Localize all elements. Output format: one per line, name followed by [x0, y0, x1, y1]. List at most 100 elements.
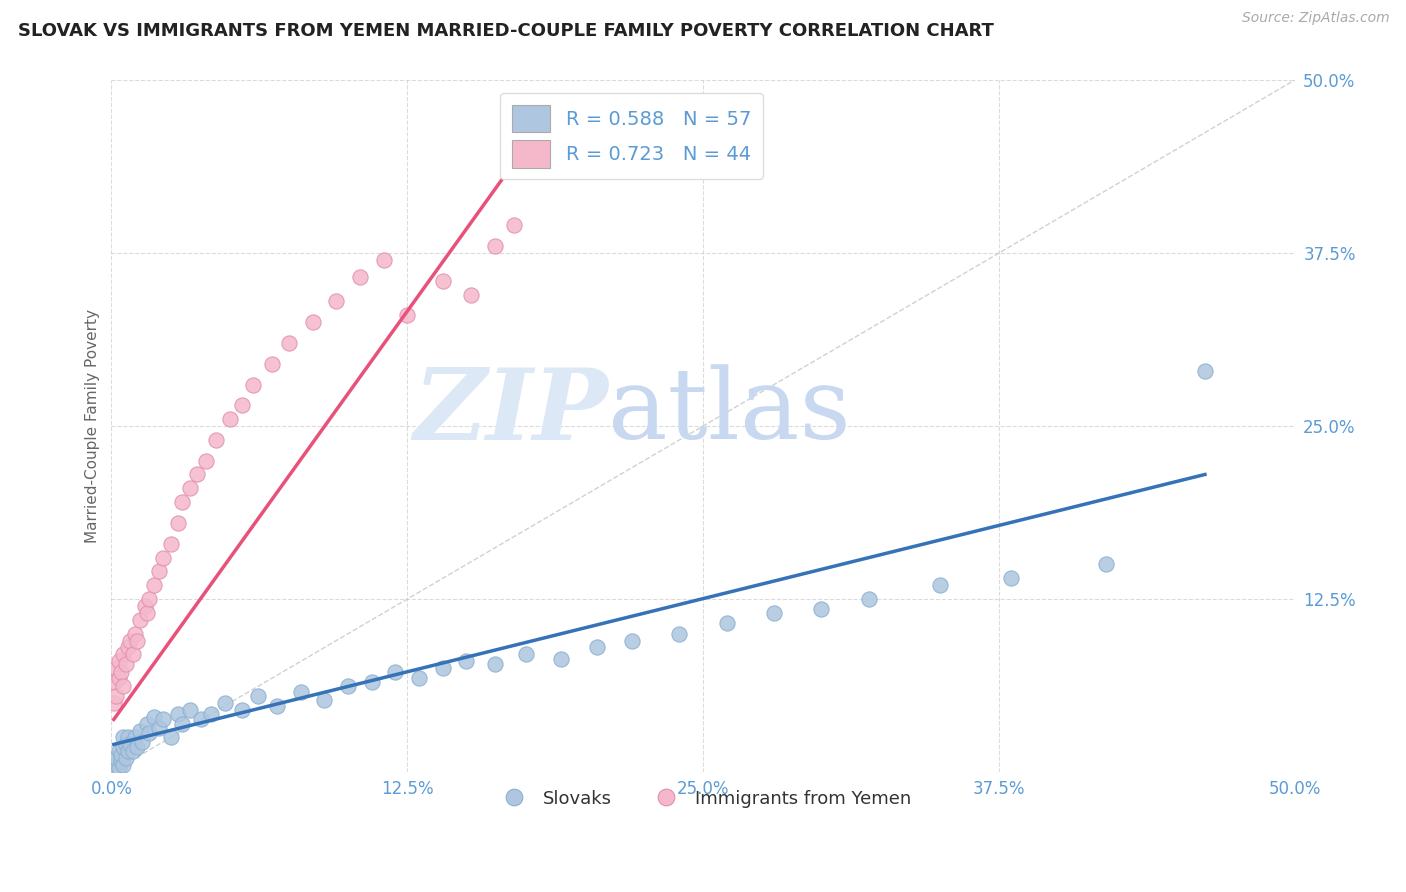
- Y-axis label: Married-Couple Family Poverty: Married-Couple Family Poverty: [86, 309, 100, 543]
- Point: [325, 294, 347, 309]
- Point: [262, 357, 284, 371]
- Point: [121, 744, 143, 758]
- Point: [134, 599, 156, 613]
- Point: [166, 516, 188, 530]
- Point: [159, 537, 181, 551]
- Point: [114, 751, 136, 765]
- Point: [314, 693, 336, 707]
- Point: [460, 287, 482, 301]
- Point: [117, 731, 139, 745]
- Point: [408, 671, 430, 685]
- Point: [1194, 364, 1216, 378]
- Point: [231, 703, 253, 717]
- Point: [117, 640, 139, 655]
- Point: [200, 706, 222, 721]
- Point: [550, 651, 572, 665]
- Text: ZIP: ZIP: [413, 364, 609, 460]
- Point: [135, 716, 157, 731]
- Point: [484, 657, 506, 672]
- Point: [138, 726, 160, 740]
- Point: [278, 336, 301, 351]
- Point: [131, 734, 153, 748]
- Point: [668, 626, 690, 640]
- Point: [360, 675, 382, 690]
- Point: [112, 731, 135, 745]
- Point: [127, 633, 149, 648]
- Point: [432, 661, 454, 675]
- Point: [247, 689, 270, 703]
- Point: [242, 377, 264, 392]
- Point: [384, 665, 406, 680]
- Point: [928, 578, 950, 592]
- Point: [186, 467, 208, 482]
- Point: [301, 315, 323, 329]
- Point: [107, 671, 129, 685]
- Point: [112, 648, 135, 662]
- Point: [148, 565, 170, 579]
- Point: [1000, 571, 1022, 585]
- Point: [103, 758, 125, 772]
- Point: [621, 633, 644, 648]
- Point: [166, 706, 188, 721]
- Point: [179, 703, 201, 717]
- Point: [396, 308, 419, 322]
- Point: [124, 626, 146, 640]
- Point: [107, 744, 129, 758]
- Point: [290, 685, 312, 699]
- Point: [172, 495, 194, 509]
- Point: [112, 758, 135, 772]
- Point: [114, 738, 136, 752]
- Point: [143, 578, 166, 592]
- Point: [112, 679, 135, 693]
- Point: [456, 654, 478, 668]
- Point: [231, 398, 253, 412]
- Point: [107, 654, 129, 668]
- Point: [105, 762, 128, 776]
- Point: [373, 252, 395, 267]
- Point: [117, 744, 139, 758]
- Point: [110, 748, 132, 763]
- Point: [135, 606, 157, 620]
- Point: [502, 219, 524, 233]
- Point: [152, 550, 174, 565]
- Text: SLOVAK VS IMMIGRANTS FROM YEMEN MARRIED-COUPLE FAMILY POVERTY CORRELATION CHART: SLOVAK VS IMMIGRANTS FROM YEMEN MARRIED-…: [18, 22, 994, 40]
- Point: [526, 156, 548, 170]
- Point: [218, 412, 240, 426]
- Point: [858, 592, 880, 607]
- Point: [337, 679, 360, 693]
- Point: [105, 751, 128, 765]
- Point: [138, 592, 160, 607]
- Point: [190, 713, 212, 727]
- Point: [107, 761, 129, 775]
- Point: [120, 738, 142, 752]
- Point: [143, 709, 166, 723]
- Point: [110, 754, 132, 768]
- Point: [103, 675, 125, 690]
- Point: [585, 640, 607, 655]
- Point: [716, 615, 738, 630]
- Point: [120, 633, 142, 648]
- Point: [1094, 558, 1116, 572]
- Point: [266, 698, 288, 713]
- Text: atlas: atlas: [609, 364, 851, 460]
- Point: [204, 433, 226, 447]
- Point: [103, 696, 125, 710]
- Point: [810, 601, 832, 615]
- Legend: Slovaks, Immigrants from Yemen: Slovaks, Immigrants from Yemen: [488, 782, 918, 815]
- Point: [105, 661, 128, 675]
- Point: [179, 481, 201, 495]
- Point: [127, 740, 149, 755]
- Point: [128, 613, 150, 627]
- Point: [484, 239, 506, 253]
- Point: [124, 731, 146, 745]
- Point: [112, 740, 135, 755]
- Point: [349, 269, 371, 284]
- Point: [195, 453, 218, 467]
- Point: [515, 648, 537, 662]
- Point: [128, 723, 150, 738]
- Point: [105, 689, 128, 703]
- Point: [152, 713, 174, 727]
- Point: [159, 731, 181, 745]
- Point: [763, 606, 786, 620]
- Point: [114, 657, 136, 672]
